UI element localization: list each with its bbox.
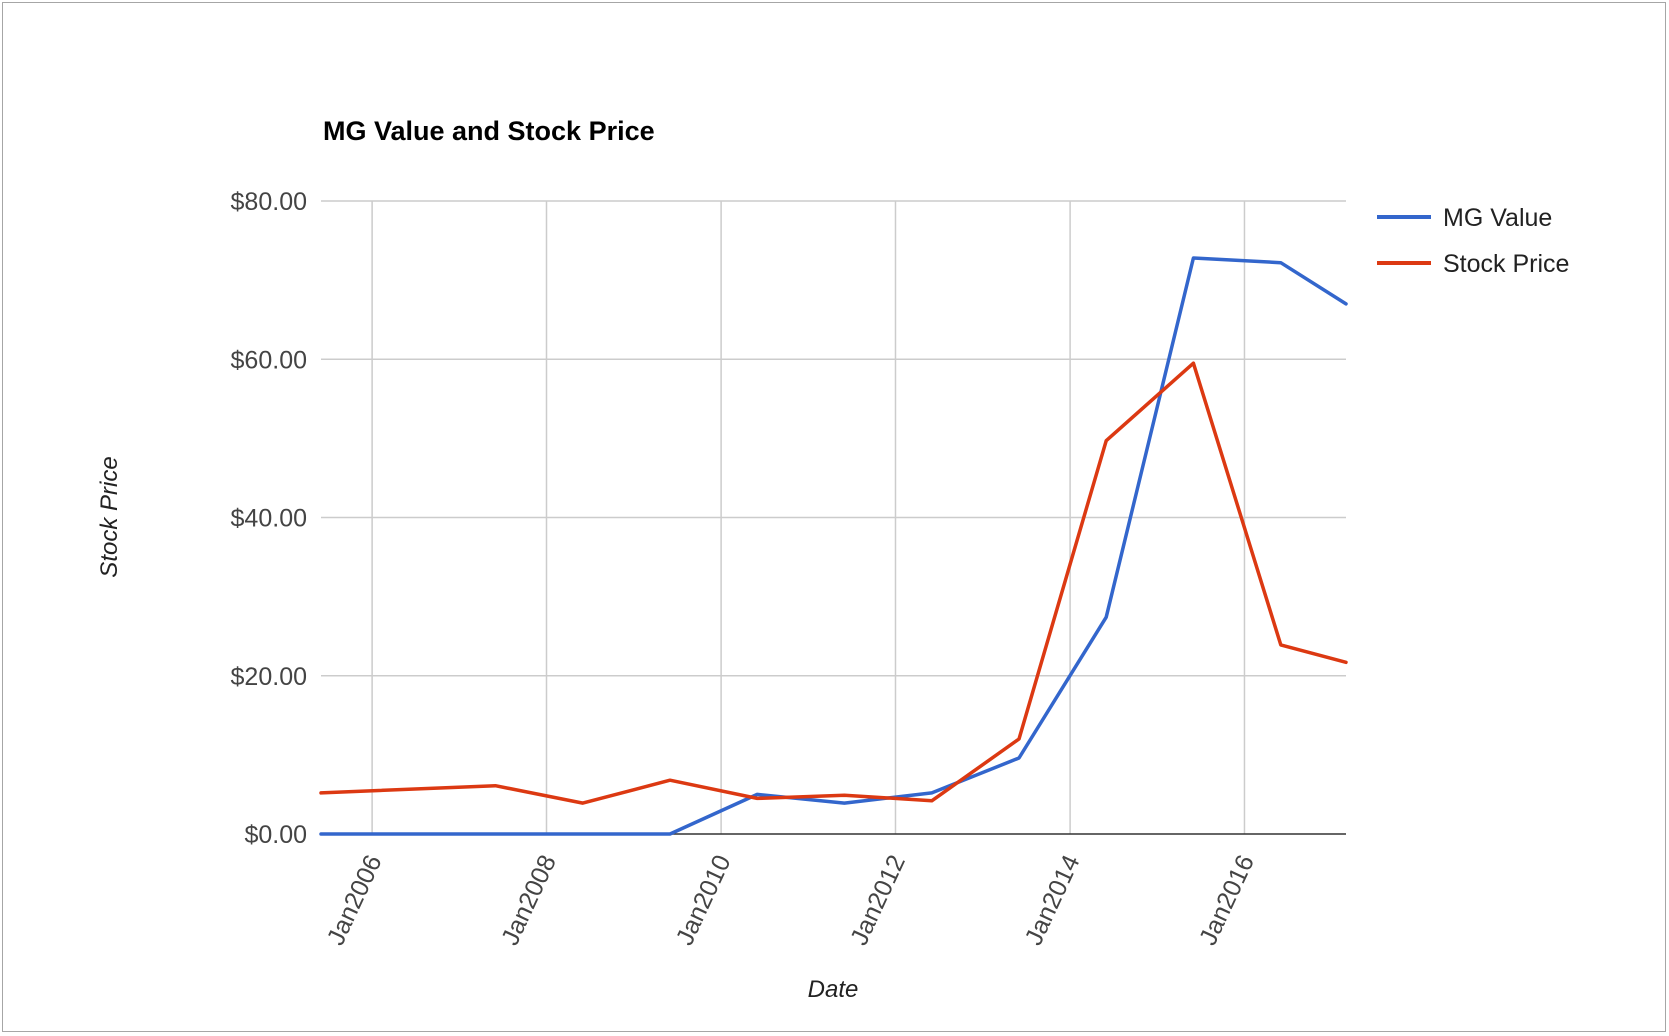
x-tick-label: Jan2006	[322, 851, 388, 950]
series-line-stock-price	[319, 361, 1348, 805]
y-axis-label: Stock Price	[96, 456, 123, 577]
x-tick-label: Jan2016	[1194, 851, 1260, 950]
line-chart: $0.00 $20.00 $40.00 $60.00 $80.00 Jan2006 Jan2…	[96, 116, 1569, 1003]
x-tick-label: Jan2014	[1020, 851, 1086, 950]
y-tick-label: $80.00	[231, 188, 307, 216]
chart-title: MG Value and Stock Price	[323, 116, 655, 146]
series-lines	[319, 256, 1348, 836]
y-tick-label: $0.00	[244, 821, 307, 849]
x-tick-label: Jan2012	[845, 851, 911, 950]
series-line-mg-value	[319, 256, 1348, 836]
x-axis-label: Date	[808, 976, 859, 1003]
legend-label: MG Value	[1443, 204, 1552, 232]
legend-label: Stock Price	[1443, 250, 1569, 278]
x-tick-label: Jan2008	[496, 851, 562, 950]
y-tick-label: $60.00	[231, 346, 307, 374]
x-tick-label: Jan2010	[671, 851, 737, 950]
y-tick-label: $40.00	[231, 505, 307, 533]
grid-lines	[321, 200, 1346, 834]
legend: MG Value Stock Price	[1377, 204, 1569, 278]
y-tick-label: $20.00	[231, 663, 307, 691]
